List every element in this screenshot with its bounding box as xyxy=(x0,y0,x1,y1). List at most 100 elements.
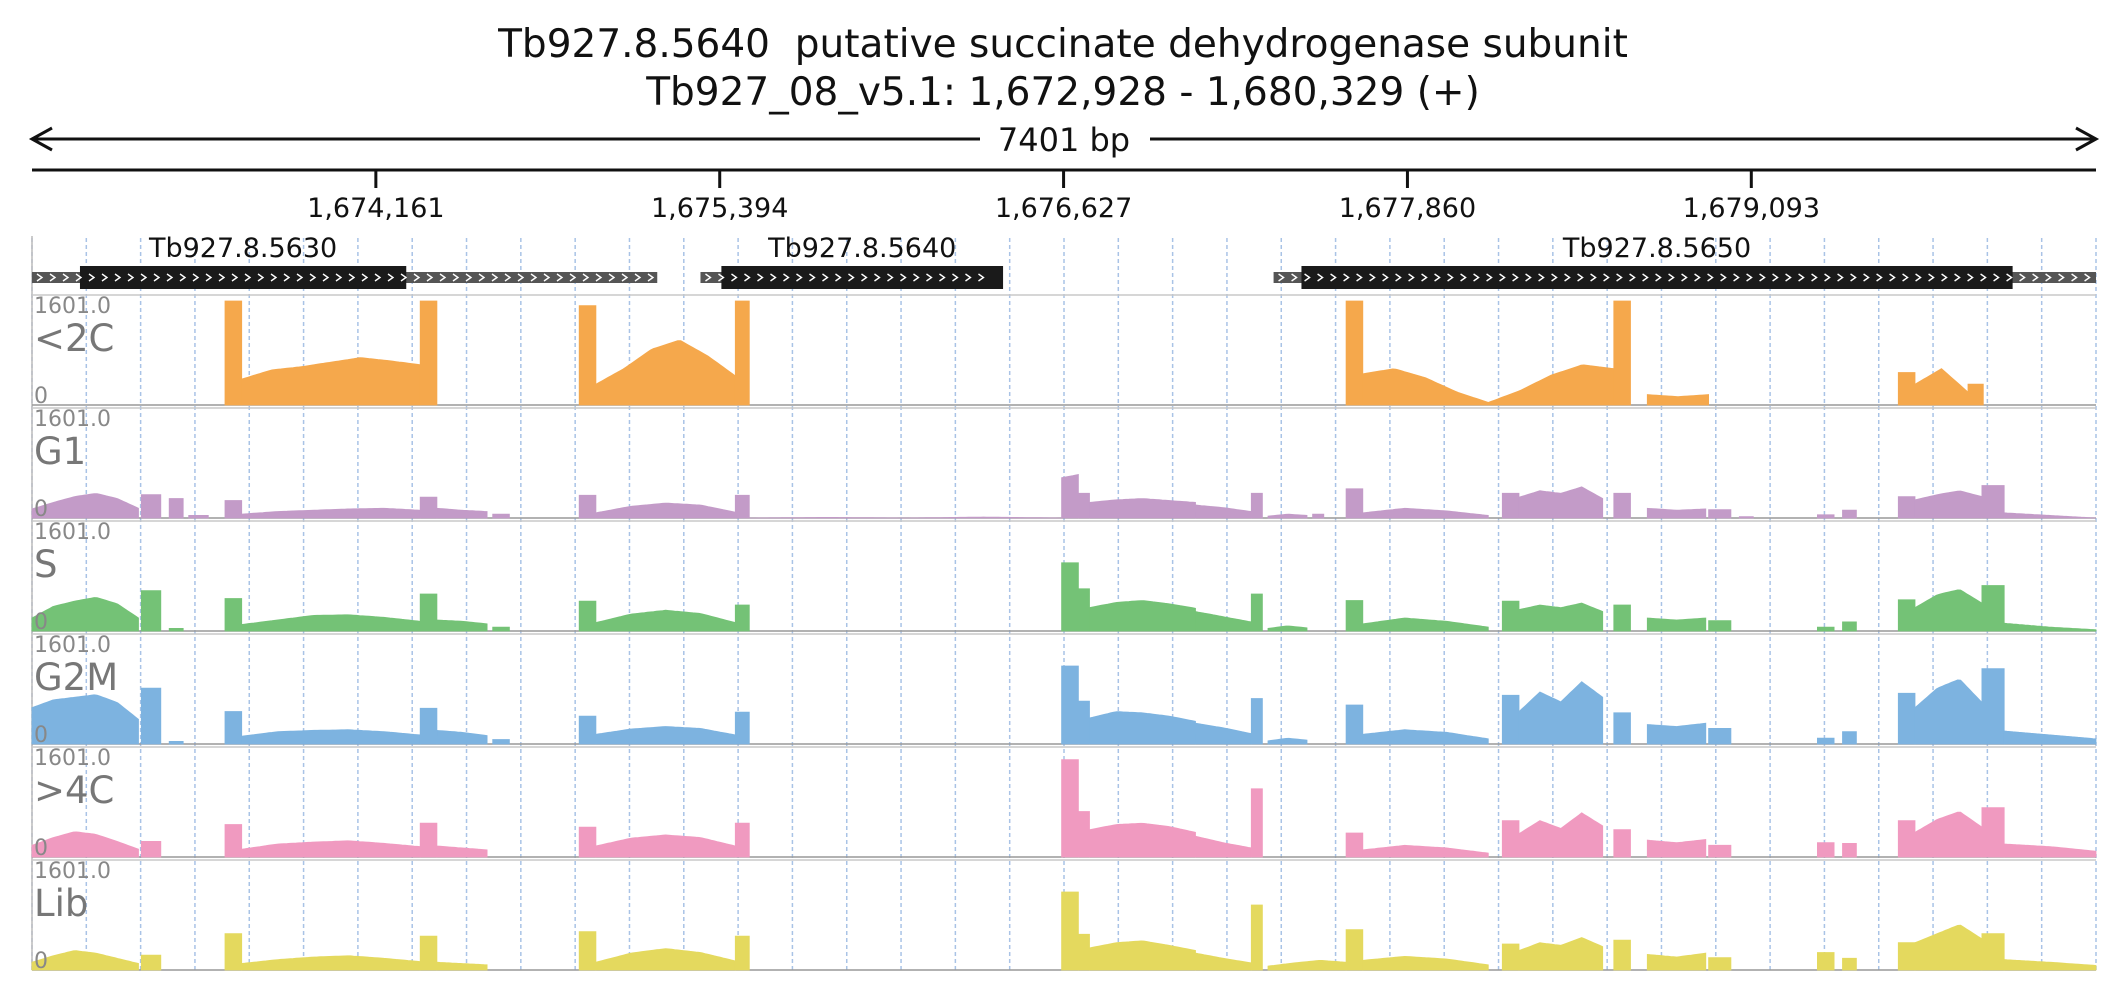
ruler-tick-label: 1,677,860 xyxy=(1339,193,1476,224)
track-min-label: 0 xyxy=(34,949,48,974)
coverage-area xyxy=(1708,509,1732,519)
chevron-right-icon xyxy=(783,273,790,282)
chevron-right-icon xyxy=(1408,273,1415,282)
coverage-area xyxy=(1345,704,1364,745)
coverage-area xyxy=(168,628,184,632)
coverage-area xyxy=(419,707,438,745)
chevron-right-icon xyxy=(939,273,946,282)
coverage-area xyxy=(1345,488,1364,519)
track-min-label: 0 xyxy=(34,497,48,522)
chevron-right-icon xyxy=(101,273,109,282)
chevron-right-icon xyxy=(205,273,213,282)
chevron-right-icon xyxy=(309,273,317,282)
coverage-area xyxy=(1897,692,1916,745)
chevron-right-icon xyxy=(1369,273,1376,282)
coverage-area xyxy=(1613,829,1631,858)
chevron-right-icon xyxy=(1603,273,1610,282)
coverage-area xyxy=(1250,492,1263,519)
chevron-right-icon xyxy=(1278,273,1285,282)
chevron-right-icon xyxy=(582,273,590,282)
chevron-right-icon xyxy=(965,273,972,282)
coverage-area xyxy=(492,739,510,745)
coverage-track: 1601.0 0 G2M xyxy=(31,633,2097,748)
chevron-right-icon xyxy=(374,273,382,282)
chevron-right-icon xyxy=(1915,273,1922,282)
coverage-area xyxy=(1501,694,1520,745)
coverage-area xyxy=(595,340,736,406)
strand-chevrons xyxy=(705,273,985,282)
coverage-area xyxy=(31,493,139,519)
coverage-area xyxy=(1312,513,1325,519)
strand-chevrons xyxy=(1278,273,2091,282)
coverage-area xyxy=(1250,698,1263,745)
chevron-right-icon xyxy=(244,273,252,282)
track-name-label: <2C xyxy=(34,317,114,360)
gene-cds xyxy=(1301,266,2013,289)
gene-cds xyxy=(721,266,1004,289)
chevron-right-icon xyxy=(296,273,304,282)
coverage-area xyxy=(241,614,421,632)
chevron-right-icon xyxy=(887,273,894,282)
coverage-area xyxy=(1897,496,1916,519)
chevron-right-icon xyxy=(1616,273,1623,282)
chevron-right-icon xyxy=(718,273,725,282)
coverage-area xyxy=(1195,835,1252,858)
coverage-area xyxy=(1195,504,1252,519)
coverage-area xyxy=(436,619,488,632)
chevron-right-icon xyxy=(1577,273,1584,282)
coverage-area xyxy=(1501,820,1520,858)
coverage-area xyxy=(1362,844,1489,858)
chevron-right-icon xyxy=(166,273,174,282)
coverage-area xyxy=(31,694,139,745)
coverage-area xyxy=(1487,364,1615,406)
coverage-area xyxy=(1708,620,1732,632)
coverage-area xyxy=(578,715,597,745)
track-name-label: Lib xyxy=(34,882,88,925)
coverage-area xyxy=(734,494,750,519)
chevron-right-icon xyxy=(322,273,330,282)
chevron-right-icon xyxy=(1460,273,1467,282)
chevron-right-icon xyxy=(517,273,525,282)
chevron-right-icon xyxy=(153,273,161,282)
chevron-right-icon xyxy=(744,273,751,282)
chevron-right-icon xyxy=(1655,273,1662,282)
chevron-right-icon xyxy=(1954,273,1961,282)
coverage-area xyxy=(224,300,243,406)
chevron-right-icon xyxy=(2019,273,2026,282)
coverage-area xyxy=(1981,485,2005,519)
chevron-right-icon xyxy=(439,273,447,282)
coverage-area xyxy=(1914,589,1983,632)
chevron-right-icon xyxy=(1837,273,1844,282)
ruler-tick-label: 1,675,394 xyxy=(651,193,788,224)
chevron-right-icon xyxy=(621,273,629,282)
coverage-area xyxy=(734,604,750,632)
chevron-right-icon xyxy=(530,273,538,282)
track-min-label: 0 xyxy=(34,723,48,748)
chevron-right-icon xyxy=(491,273,499,282)
coverage-area xyxy=(31,831,139,858)
coverage-area xyxy=(1817,737,1835,745)
coverage-area xyxy=(1518,486,1604,519)
coverage-area xyxy=(1981,585,2005,632)
chevron-right-icon xyxy=(231,273,239,282)
coverage-track: 1601.0 0 S xyxy=(31,520,2097,635)
track-max-label: 1601.0 xyxy=(34,294,111,319)
chevron-right-icon xyxy=(1928,273,1935,282)
coverage-area xyxy=(1078,700,1090,745)
coverage-area xyxy=(1613,712,1631,745)
coverage-area xyxy=(595,502,736,519)
gene-name-label: Tb927.8.5650 xyxy=(1562,233,1751,264)
chevron-right-icon xyxy=(1798,273,1805,282)
chevron-right-icon xyxy=(556,273,564,282)
coverage-area xyxy=(1078,933,1090,971)
chevron-right-icon xyxy=(75,273,83,282)
chevron-right-icon xyxy=(770,273,777,282)
chevron-right-icon xyxy=(978,273,985,282)
chevron-right-icon xyxy=(634,273,642,282)
coverage-area xyxy=(1897,372,1916,406)
arrowhead-left-icon xyxy=(28,126,53,152)
track-max-label: 1601.0 xyxy=(34,407,111,432)
coverage-area xyxy=(1501,943,1520,971)
coverage-area xyxy=(140,494,162,519)
coverage-area xyxy=(140,590,162,632)
